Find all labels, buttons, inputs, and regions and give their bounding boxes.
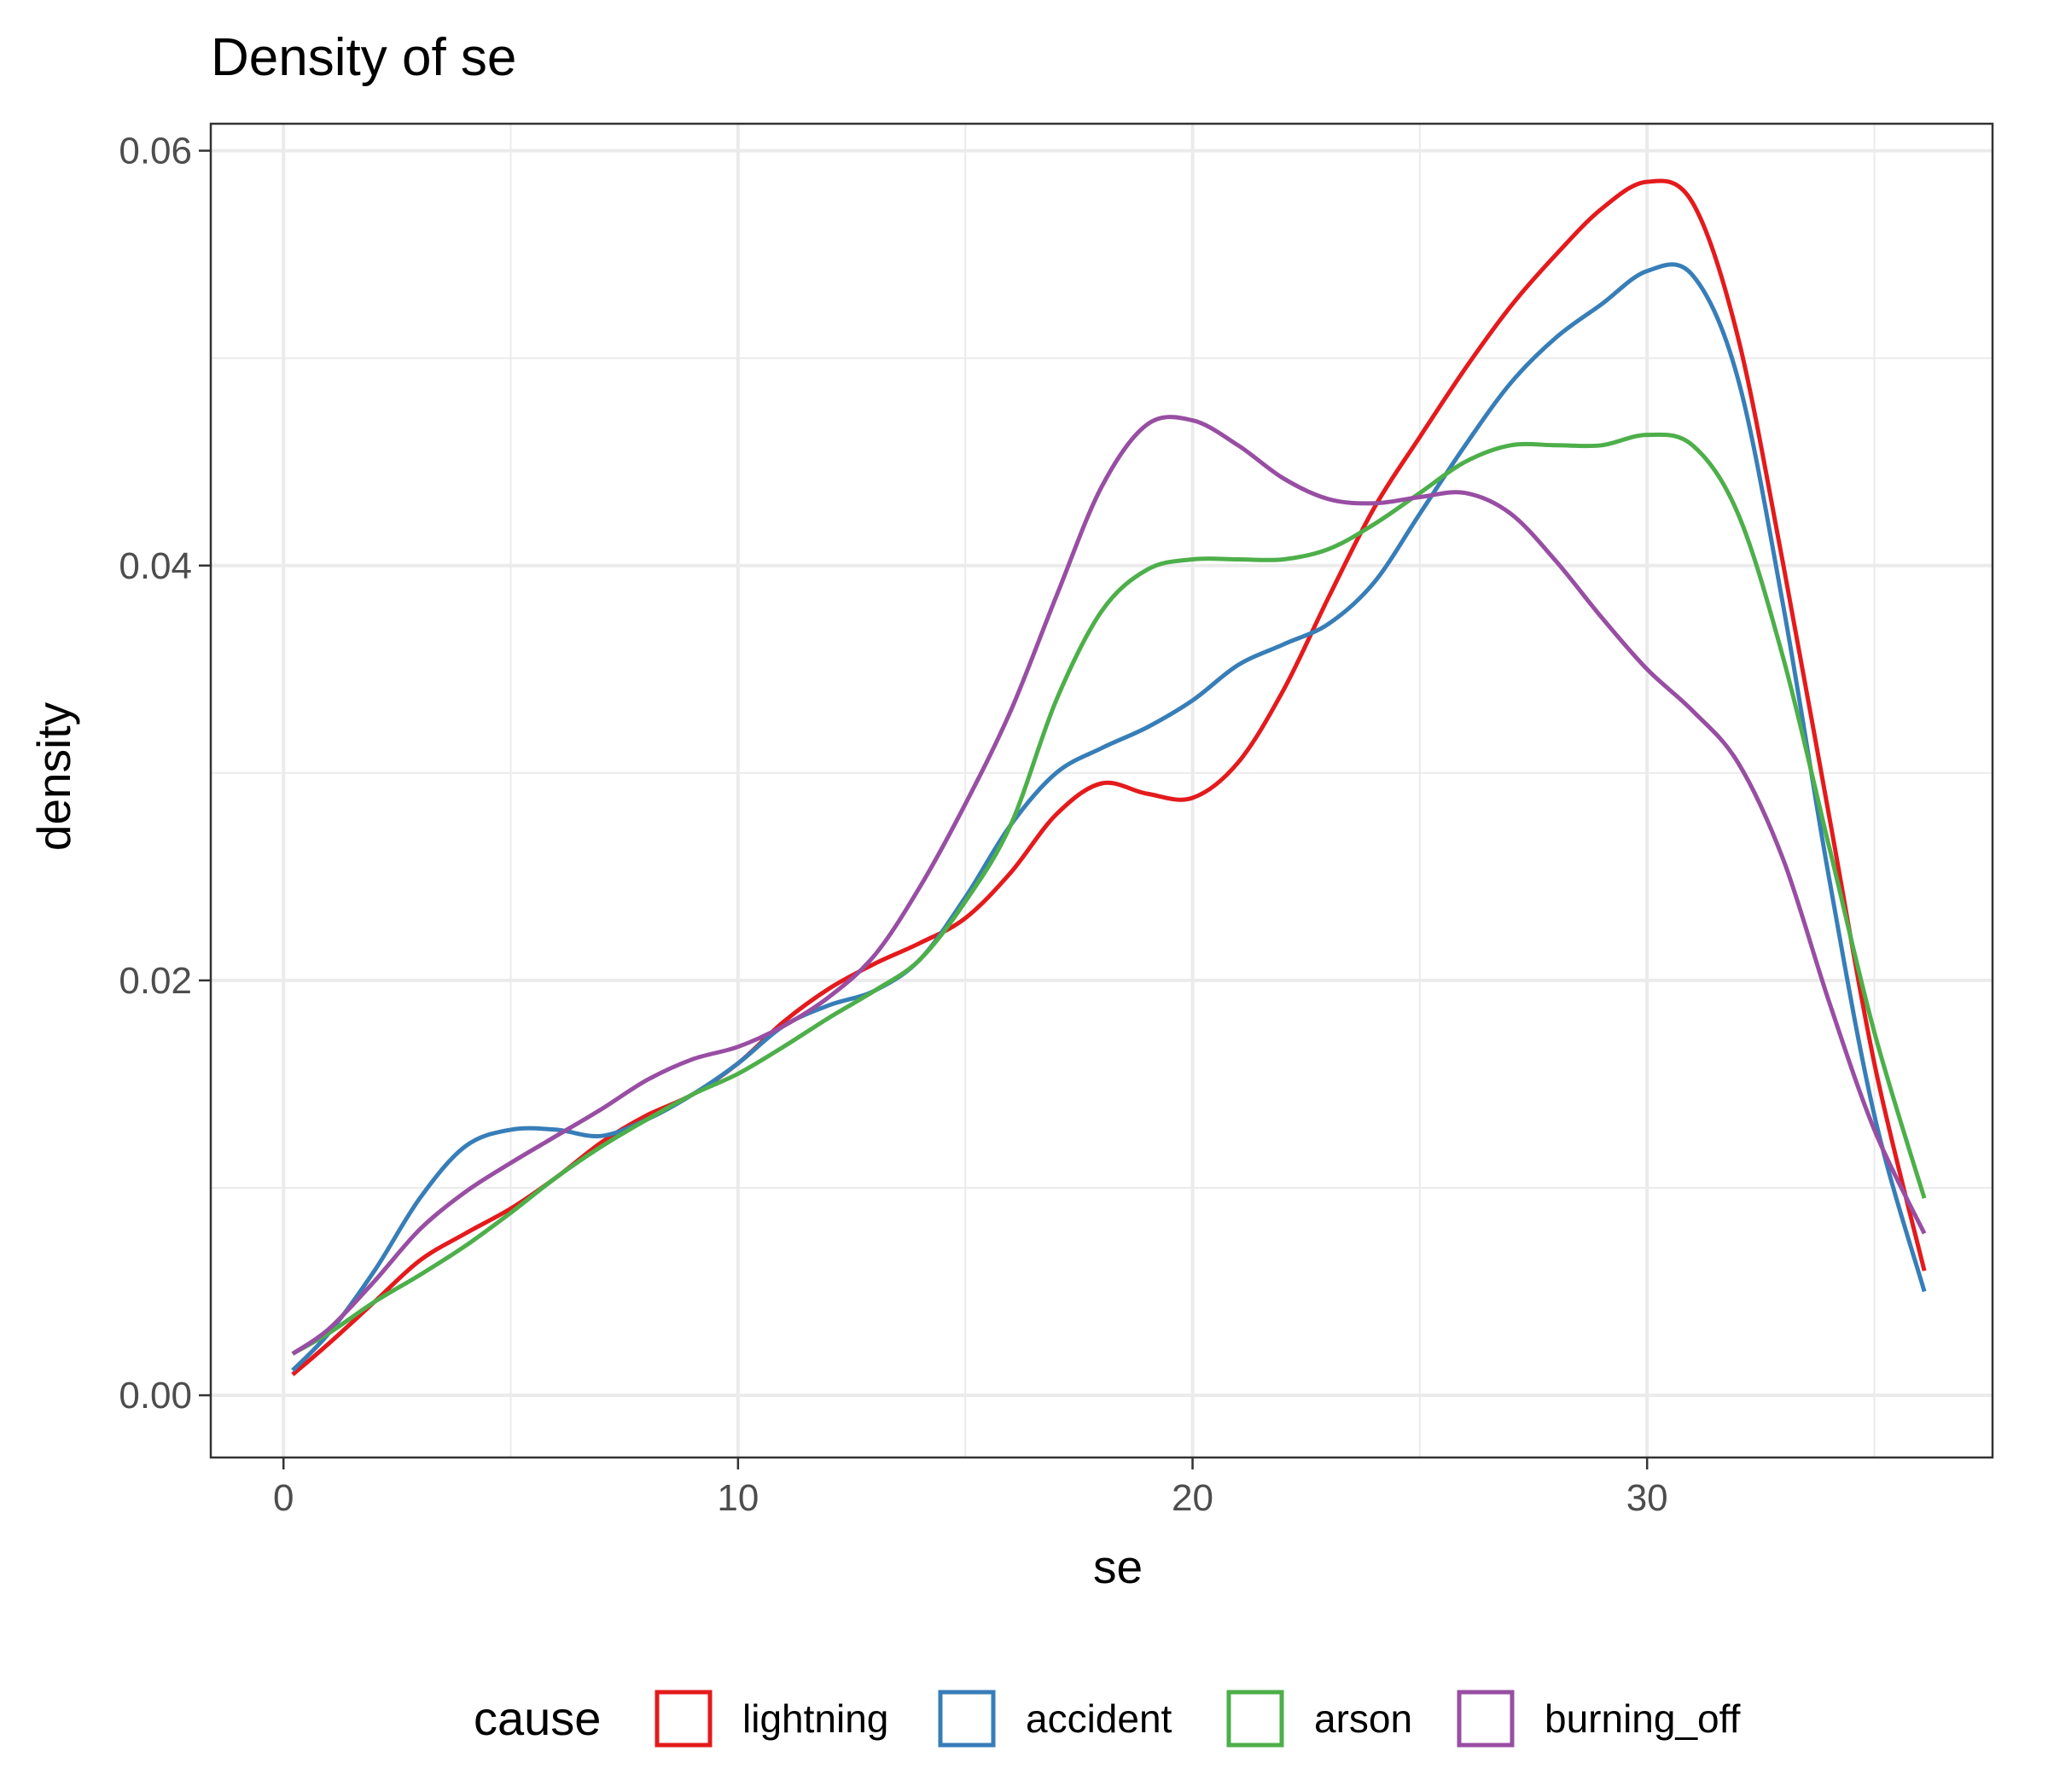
x-tick-label: 0 xyxy=(273,1477,294,1519)
x-tick-label: 30 xyxy=(1626,1477,1668,1519)
x-axis-title: se xyxy=(1093,1540,1143,1593)
y-tick-label: 0.02 xyxy=(119,960,192,1002)
legend-title: cause xyxy=(474,1691,601,1745)
y-axis-title: density xyxy=(27,701,80,851)
y-tick-label: 0.04 xyxy=(119,545,192,587)
legend-label: arson xyxy=(1314,1696,1412,1741)
series-lines xyxy=(291,178,1927,1376)
series-line-lightning xyxy=(291,178,1927,1376)
legend-label: lightning xyxy=(742,1696,888,1741)
legend-key-accident xyxy=(938,1690,996,1748)
axes: 0 10 20 30 0.00 0.02 0.04 0.06 xyxy=(119,131,1667,1519)
y-tick-label: 0.00 xyxy=(119,1375,192,1417)
series-line-arson xyxy=(291,432,1927,1356)
chart-title: Density of se xyxy=(211,28,516,87)
y-tick-label: 0.06 xyxy=(119,131,192,172)
legend-label: accident xyxy=(1026,1696,1172,1741)
x-tick-label: 20 xyxy=(1172,1477,1213,1519)
legend-label: burning_off xyxy=(1545,1696,1741,1741)
legend-key-lightning xyxy=(655,1690,713,1748)
x-tick-label: 10 xyxy=(717,1477,759,1519)
legend-key-burning_off xyxy=(1457,1690,1515,1748)
gridlines xyxy=(211,124,1993,1457)
panel-border xyxy=(209,122,1994,1459)
series-line-accident xyxy=(291,262,1927,1372)
legend: cause lightning accident arson burning_off xyxy=(474,1690,1741,1748)
series-line-burning_off xyxy=(291,415,1927,1356)
legend-key-arson xyxy=(1226,1690,1284,1748)
